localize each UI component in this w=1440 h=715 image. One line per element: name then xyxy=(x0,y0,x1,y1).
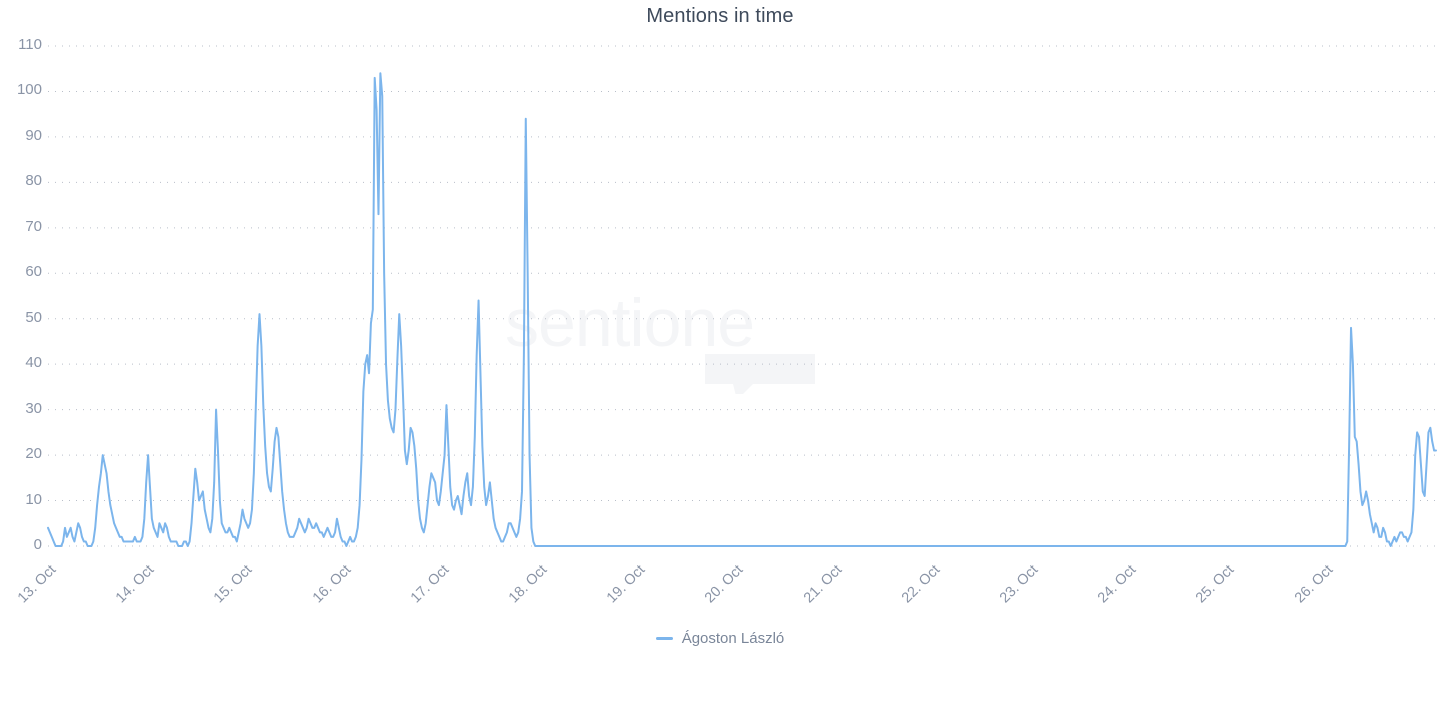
chart-container: Mentions in time sentione 0 10 20 30 40 50 60 7… xyxy=(0,0,1440,670)
y-axis: 0 10 20 30 40 50 60 70 80 90 100 110 xyxy=(0,0,42,670)
y-tick-label: 0 xyxy=(33,536,42,553)
chart-title: Mentions in time xyxy=(646,5,794,27)
y-tick-label: 20 xyxy=(25,445,42,463)
y-tick-label: 30 xyxy=(25,399,42,417)
y-tick-label: 80 xyxy=(25,172,42,190)
y-tick-label: 40 xyxy=(25,354,42,372)
gridlines xyxy=(48,45,1436,547)
series-group xyxy=(47,72,1437,547)
y-tick-label: 10 xyxy=(25,490,42,508)
series-line-agoston-laszlo[interactable] xyxy=(47,72,1437,547)
y-tick-label: 50 xyxy=(25,308,42,326)
legend-line-icon xyxy=(655,637,673,640)
chart-legend: Ágoston László xyxy=(0,630,1440,647)
plot-area xyxy=(47,45,1437,547)
legend-item-label[interactable]: Ágoston László xyxy=(681,630,785,647)
y-tick-label: 60 xyxy=(25,263,42,281)
y-tick-label: 70 xyxy=(25,217,42,235)
y-tick-label: 100 xyxy=(16,81,42,99)
y-tick-label: 110 xyxy=(18,36,42,53)
y-tick-label: 90 xyxy=(25,126,42,144)
